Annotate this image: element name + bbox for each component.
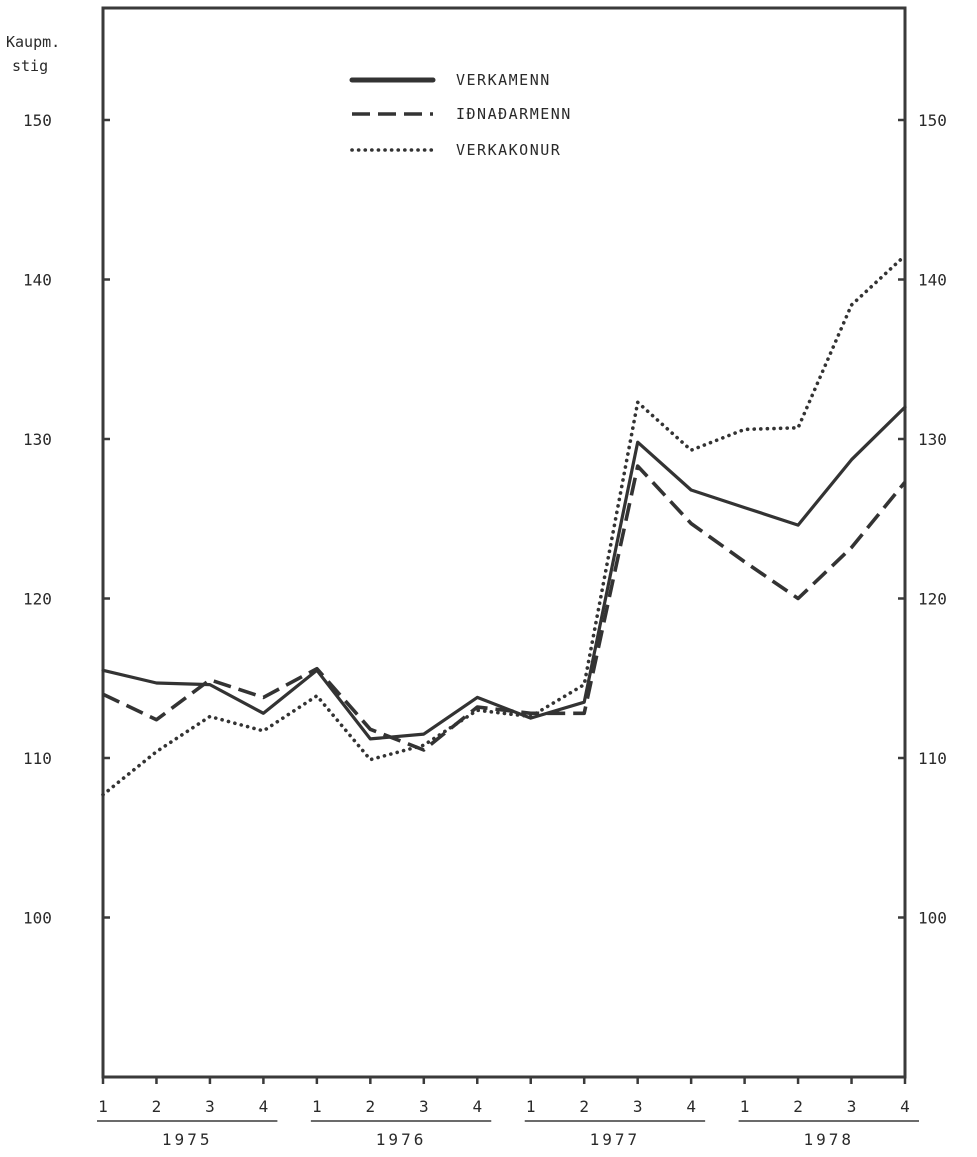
series-line-verkamenn — [101, 405, 907, 741]
x-quarter-label: 4 — [259, 1097, 269, 1116]
x-axis: 1 2 3 4 1 2 3 4 1 2 3 4 1 2 3 4 1975 1976 1977 1978 — [97, 1077, 919, 1149]
y-tick-label-left: 130 — [23, 430, 52, 449]
y-axis-left: 100 110 120 130 140 150 — [23, 111, 110, 928]
plot-border — [101, 6, 907, 1079]
y-tick-label-right: 120 — [918, 590, 947, 609]
x-quarter-label: 1 — [526, 1097, 536, 1116]
y-tick-label-right: 150 — [918, 111, 947, 130]
x-quarter-label: 2 — [152, 1097, 162, 1116]
legend-label: VERKAKONUR — [456, 141, 561, 159]
x-year-label: 1978 — [804, 1130, 855, 1149]
x-quarter-label: 1 — [98, 1097, 108, 1116]
series-line-iðnaðarmenn — [102, 464, 907, 752]
x-quarter-label: 1 — [312, 1097, 322, 1116]
plot-frame — [101, 6, 907, 1079]
x-quarter-label: 4 — [472, 1097, 482, 1116]
x-year-label: 1975 — [162, 1130, 213, 1149]
x-quarter-label: 1 — [740, 1097, 750, 1116]
x-quarter-label: 3 — [205, 1097, 215, 1116]
x-quarter-label: 3 — [847, 1097, 857, 1116]
y-tick-label-right: 130 — [918, 430, 947, 449]
y-tick-label-left: 120 — [23, 590, 52, 609]
y-tick-label-left: 140 — [23, 271, 52, 290]
y-axis-right: 100 110 120 130 140 150 — [898, 111, 947, 928]
legend-label: IÐNAÐARMENN — [456, 105, 572, 123]
y-tick-label-right: 110 — [918, 749, 947, 768]
legend: VERKAMENN IÐNAÐARMENN VERKAKONUR — [349, 71, 572, 159]
y-tick-label-left: 110 — [23, 749, 52, 768]
series-lines — [101, 253, 907, 797]
y-tick-label-right: 140 — [918, 271, 947, 290]
x-year-label: 1977 — [590, 1130, 641, 1149]
y-tick-label-left: 100 — [23, 909, 52, 928]
x-quarter-label: 2 — [793, 1097, 803, 1116]
x-quarter-label: 4 — [686, 1097, 696, 1116]
y-tick-label-left: 150 — [23, 111, 52, 130]
x-quarter-label: 3 — [419, 1097, 429, 1116]
x-quarter-label: 4 — [900, 1097, 910, 1116]
x-quarter-label: 2 — [366, 1097, 376, 1116]
y-axis-title-line-2: stig — [12, 57, 48, 75]
series-line-verkakonur — [101, 253, 907, 797]
x-quarter-label: 2 — [579, 1097, 589, 1116]
legend-label: VERKAMENN — [456, 71, 551, 89]
x-year-label: 1976 — [376, 1130, 427, 1149]
y-axis-title-line-1: Kaupm. — [6, 33, 60, 51]
y-tick-label-right: 100 — [918, 909, 947, 928]
x-quarter-label: 3 — [633, 1097, 643, 1116]
